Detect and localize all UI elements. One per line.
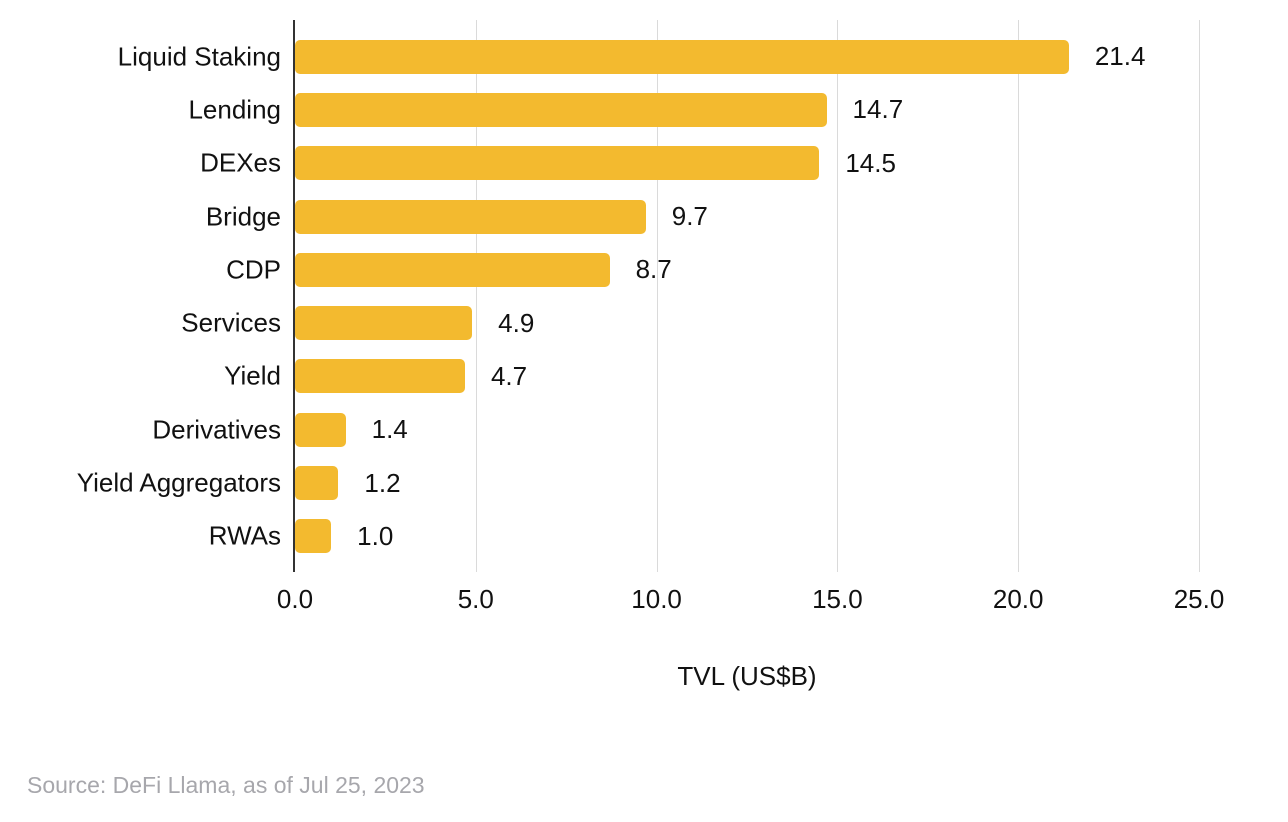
bar-row: Yield 4.7 xyxy=(224,350,1199,403)
category-label: Yield Aggregators xyxy=(76,467,281,498)
gridline-x-5.0 xyxy=(475,20,477,572)
category-label: Lending xyxy=(188,94,281,125)
bar-row: Yield Aggregators 1.2 xyxy=(77,456,1199,509)
bar-row: Derivatives 1.4 xyxy=(152,403,1199,456)
category-label: Bridge xyxy=(205,201,281,232)
gridline-x-15.0 xyxy=(837,20,839,572)
bar-row: Services 4.9 xyxy=(181,296,1199,349)
category-label: Liquid Staking xyxy=(117,41,281,72)
value-label: 9.7 xyxy=(671,201,708,232)
x-tick-label: 0.0 xyxy=(276,584,314,614)
plot-area: Liquid Staking 21.4 Lending 14.7 DEXes 14.5 Br… xyxy=(77,20,1200,572)
x-axis-tick-labels: 0.0 5.0 10.0 15.0 20.0 25.0 xyxy=(277,584,1224,614)
gridline-x-10.0 xyxy=(656,20,658,572)
x-tick-label: 5.0 xyxy=(457,584,494,614)
gridline-x-25.0 xyxy=(1199,20,1200,572)
gridline-x-20.0 xyxy=(1018,20,1020,572)
bar-dexes xyxy=(295,146,820,181)
bar-rwas xyxy=(295,519,332,554)
bar-row: DEXes 14.5 xyxy=(200,137,1199,190)
value-label: 21.4 xyxy=(1094,41,1146,72)
category-label: CDP xyxy=(226,254,281,285)
category-label: DEXes xyxy=(200,147,281,178)
category-label: Derivatives xyxy=(152,414,281,445)
value-label: 1.0 xyxy=(357,520,394,551)
category-label: Services xyxy=(181,307,281,338)
bar-yield xyxy=(295,359,465,394)
value-label: 14.7 xyxy=(852,94,904,125)
bar-cdp xyxy=(295,252,610,287)
value-label: 1.4 xyxy=(371,414,408,445)
value-label: 1.2 xyxy=(364,467,401,498)
value-label: 8.7 xyxy=(635,254,672,285)
bar-row: Bridge 9.7 xyxy=(206,190,1199,243)
x-axis-title: TVL (US$B) xyxy=(677,661,817,691)
bar-yield-aggregators xyxy=(295,466,339,501)
x-tick-label: 20.0 xyxy=(992,584,1044,614)
x-tick-label: 25.0 xyxy=(1173,584,1225,614)
bar-derivatives xyxy=(295,412,346,447)
bar-row: CDP 8.7 xyxy=(226,243,1199,296)
x-tick-label: 15.0 xyxy=(812,584,863,614)
value-label: 14.5 xyxy=(845,147,896,178)
bar-row: RWAs 1.0 xyxy=(209,510,1199,563)
bar-services xyxy=(295,306,473,341)
source-text: Source: DeFi Llama, as of Jul 25, 2023 xyxy=(27,772,425,798)
value-label: 4.9 xyxy=(498,307,535,338)
bar-lending xyxy=(295,92,827,127)
y-axis-line xyxy=(293,20,295,572)
x-tick-label: 10.0 xyxy=(631,584,682,614)
category-label: Yield xyxy=(224,360,281,391)
bar-liquid-staking xyxy=(295,39,1069,74)
bar-bridge xyxy=(295,199,646,234)
bar-row: Lending 14.7 xyxy=(188,83,1199,136)
bars-container: Liquid Staking 21.4 Lending 14.7 DEXes 14.5 Br… xyxy=(77,30,1199,563)
bar-row: Liquid Staking 21.4 xyxy=(118,30,1199,83)
category-label: RWAs xyxy=(208,520,281,551)
value-label: 4.7 xyxy=(490,360,528,391)
